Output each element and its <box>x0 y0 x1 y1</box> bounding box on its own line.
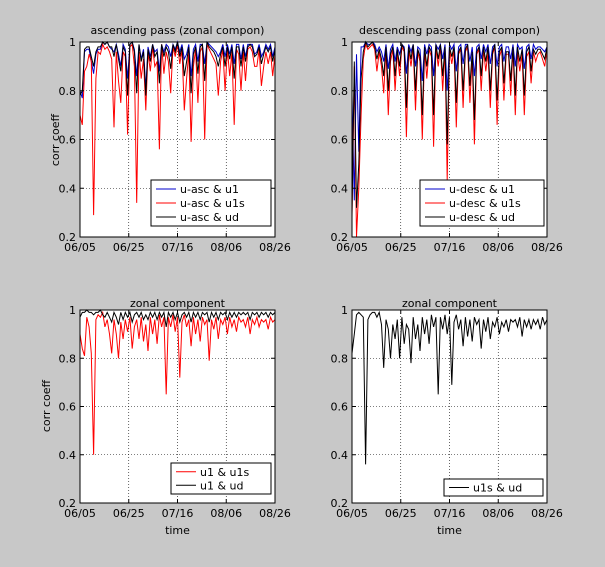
x-tick-label: 06/05 <box>336 507 368 520</box>
y-tick-label: 0.2 <box>59 231 77 244</box>
y-tick-label: 0.2 <box>59 497 77 510</box>
y-tick-label: 1 <box>69 304 76 317</box>
x-tick-label: 07/16 <box>162 241 194 254</box>
y-tick-label: 1 <box>341 36 348 49</box>
series-line-2 <box>351 40 548 213</box>
legend-label-1: u1 & ud <box>200 479 244 492</box>
legend-box <box>443 478 544 497</box>
y-tick-label: 0.2 <box>331 497 349 510</box>
y-tick-label: 0.6 <box>331 134 349 147</box>
legend-box <box>170 462 272 495</box>
y-axis-label: corr coeff <box>49 113 62 166</box>
x-tick-label: 08/26 <box>259 507 291 520</box>
x-tick-label: 08/26 <box>531 241 563 254</box>
y-tick-label: 0.4 <box>331 182 349 195</box>
x-tick-label: 06/25 <box>113 241 145 254</box>
chart-title: zonal component <box>402 297 498 310</box>
x-tick-label: 08/06 <box>210 507 242 520</box>
y-tick-label: 0.2 <box>331 231 349 244</box>
y-tick-label: 0.6 <box>59 134 77 147</box>
legend-label-0: u-desc & u1 <box>449 183 515 196</box>
x-axis-label: time <box>437 524 462 537</box>
y-tick-label: 0.8 <box>59 85 77 98</box>
series-line-0 <box>351 310 548 465</box>
y-axis-label: corr coeff <box>40 379 53 432</box>
y-tick-label: 0.6 <box>59 401 77 414</box>
x-tick-label: 07/16 <box>162 507 194 520</box>
legend-label-2: u-desc & ud <box>449 211 515 224</box>
x-axis-label: time <box>165 524 190 537</box>
x-tick-label: 06/05 <box>336 241 368 254</box>
legend-label-0: u1s & ud <box>473 482 522 495</box>
x-tick-label: 08/26 <box>531 507 563 520</box>
series-line-0 <box>79 310 276 455</box>
y-tick-label: 0.8 <box>59 352 77 365</box>
x-tick-label: 06/05 <box>64 241 96 254</box>
y-tick-label: 1 <box>69 36 76 49</box>
chart-title: ascending pass (zonal compon) <box>91 24 265 37</box>
x-tick-label: 06/25 <box>385 241 417 254</box>
legend-label-2: u-asc & ud <box>180 211 239 224</box>
x-tick-label: 08/06 <box>210 241 242 254</box>
chart-title: descending pass (zonal compon) <box>359 24 540 37</box>
y-tick-label: 0.4 <box>331 449 349 462</box>
legend-label-0: u-asc & u1 <box>180 183 239 196</box>
legend-label-1: u-desc & u1s <box>449 197 521 210</box>
x-tick-label: 08/06 <box>482 241 514 254</box>
chart-title: zonal component <box>130 297 226 310</box>
x-tick-label: 07/16 <box>434 507 466 520</box>
y-tick-label: 0.6 <box>331 401 349 414</box>
x-tick-label: 08/26 <box>259 241 291 254</box>
legend-label-1: u-asc & u1s <box>180 197 245 210</box>
y-tick-label: 1 <box>341 304 348 317</box>
x-tick-label: 08/06 <box>482 507 514 520</box>
legend-label-0: u1 & u1s <box>200 466 250 479</box>
x-tick-label: 06/05 <box>64 507 96 520</box>
x-tick-label: 07/16 <box>434 241 466 254</box>
y-tick-label: 0.4 <box>59 449 77 462</box>
y-tick-label: 0.8 <box>331 85 349 98</box>
x-tick-label: 06/25 <box>385 507 417 520</box>
y-tick-label: 0.8 <box>331 352 349 365</box>
x-tick-label: 06/25 <box>113 507 145 520</box>
y-tick-label: 0.4 <box>59 182 77 195</box>
